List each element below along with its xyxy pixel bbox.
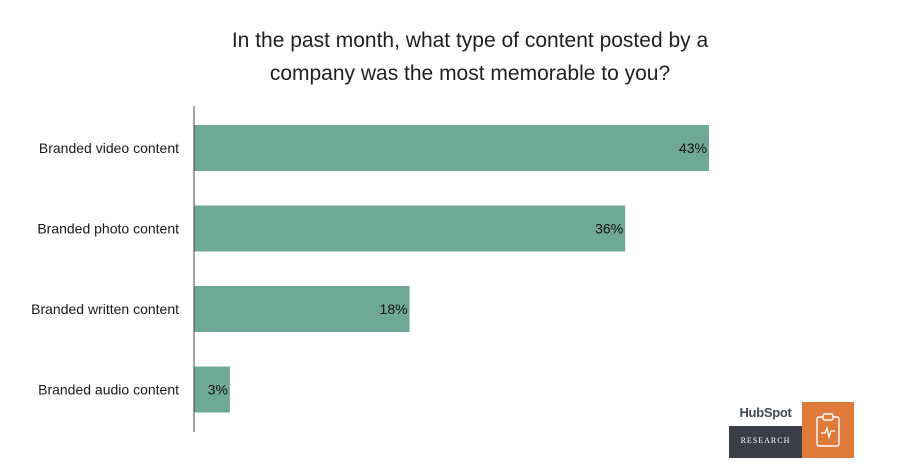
bar-3	[194, 286, 410, 332]
research-badge: RESEARCH	[729, 426, 802, 458]
clipboard-pulse-icon	[816, 413, 840, 447]
logo-accent-block	[802, 402, 854, 458]
category-label-2: Branded photo content	[37, 221, 179, 237]
category-label-1: Branded video content	[39, 140, 179, 156]
hubspot-logo-text: HubSpot	[739, 405, 792, 420]
data-label-3: 18%	[380, 301, 408, 317]
bar-4	[194, 366, 230, 413]
category-label-4: Branded audio content	[38, 382, 179, 398]
research-label: RESEARCH	[740, 436, 791, 445]
chart-title-line-1: In the past month, what type of content …	[231, 29, 709, 52]
chart-title: In the past month, what type of content …	[120, 24, 820, 90]
chart-title-line-2: company was the most memorable to you?	[269, 62, 671, 85]
data-label-1: 43%	[679, 140, 707, 156]
category-label-3: Branded written content	[31, 301, 179, 317]
bar-1	[194, 125, 709, 171]
hubspot-research-logo: HubSpot RESEARCH	[729, 402, 854, 458]
data-label-4: 3%	[208, 382, 228, 398]
data-label-2: 36%	[595, 221, 623, 237]
bar-2	[194, 205, 626, 252]
